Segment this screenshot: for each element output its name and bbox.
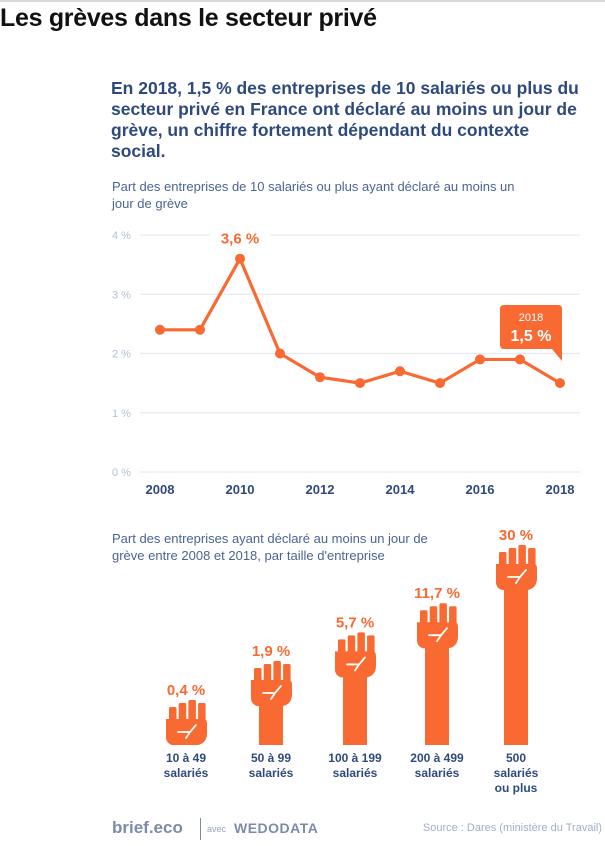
y-tick-label: 1 % [112,408,131,420]
fist-finger [499,552,507,566]
data-point [355,378,365,389]
y-tick-label: 4 % [112,230,131,242]
brand-logo[interactable]: brief.eco [112,818,183,837]
fist-finger [439,603,447,625]
fist-finger [169,707,177,721]
peak-label-bg [210,228,270,247]
bar-chart-title: Part des entreprises ayant déclaré au mo… [112,531,428,563]
line-chart-title: Part des entreprises de 10 salariés ou p… [112,179,515,211]
fist-thumb [428,627,448,643]
fist-finger [198,703,206,721]
fist-thumb [262,685,282,700]
x-tick-label: 2008 [146,482,175,497]
bar-category-label: salariés [164,766,209,780]
x-tick-label: 2016 [466,482,495,497]
x-tick-label: 2018 [546,482,575,497]
fist-arm [259,703,283,745]
footer: brief.eco avec WEDODATA Source : Dares (… [112,818,602,842]
fist-finger [367,635,375,654]
bar-category-label: salariés [333,766,378,780]
data-point [555,378,565,389]
fist-finger [254,667,262,682]
x-tick-label: 2010 [226,482,255,497]
fist-arm [504,588,528,745]
callout-year: 2018 [519,312,543,324]
data-point [515,354,525,365]
headline: En 2018, 1,5 % des entreprises de 10 sal… [111,78,579,161]
bar-category-label: salariés [415,766,460,780]
top-border [0,0,605,2]
source-note: Source : Dares (ministère du Travail) [422,822,602,834]
page-title: Les grèves dans le secteur privé [0,4,377,32]
bar-category-label: 100 à 199 [328,751,382,765]
bar-value-label: 30 % [499,527,533,544]
y-tick-label: 3 % [112,289,131,301]
fist-finger [420,610,428,625]
line-chart-x-axis: 2008 2010 2012 2014 2016 2018 [146,482,575,497]
bar-value-label: 5,7 % [336,614,374,631]
x-tick-label: 2012 [306,482,335,497]
bar-category-label: salariés [249,766,294,780]
fist-finger [508,548,517,566]
bar-category-label: ou plus [495,781,538,795]
fist-finger [283,663,291,682]
data-point [155,324,165,335]
fist-finger [347,635,356,654]
data-point [435,378,445,389]
line-chart-grid [140,234,580,473]
bar-value-label: 1,9 % [252,643,290,660]
bar-category-label: 10 à 49 [166,751,206,765]
line-chart-y-axis: 0 % 1 % 2 % 3 % 4 % [112,230,131,479]
y-tick-label: 0 % [112,467,131,479]
fist-thumb [177,724,197,739]
fist-finger [338,639,346,654]
data-point [315,372,325,383]
fist-finger [357,632,365,654]
peak-label: 3,6 % [221,231,259,248]
data-point [475,354,485,365]
fist-finger [528,548,536,566]
fist-thumb [507,569,527,584]
fist-finger [429,606,438,625]
callout-box [500,305,562,361]
fist-finger [188,700,196,721]
partner-logo[interactable]: WEDODATA [234,820,319,836]
bar-category-label: salariés [494,766,539,780]
y-tick-label: 2 % [112,349,131,361]
fist-finger [178,703,187,721]
fist-arm [343,675,367,745]
fist-finger [263,663,272,682]
brand-separator [200,818,201,840]
data-point [275,348,285,359]
callout-value: 1,5 % [511,328,552,345]
bar-category-label: 200 à 499 [410,751,464,765]
x-tick-label: 2014 [386,482,416,497]
data-point [235,253,245,264]
fist-finger [449,606,457,625]
fist-thumb [346,656,366,672]
bar-value-label: 0,4 % [167,682,205,699]
data-point [395,366,405,377]
bar-category-label: 50 à 99 [251,751,291,765]
avec-label: avec [207,824,227,834]
line-annotations: 3,6 % 2018 1,5 % [210,228,562,361]
data-point [195,324,205,335]
fist-finger [518,545,526,566]
line-points [155,253,565,389]
bar-value-label: 11,7 % [414,585,460,602]
fist-finger [273,660,281,682]
bar-category-label: 500 [506,751,526,765]
fist-arm [425,646,449,745]
